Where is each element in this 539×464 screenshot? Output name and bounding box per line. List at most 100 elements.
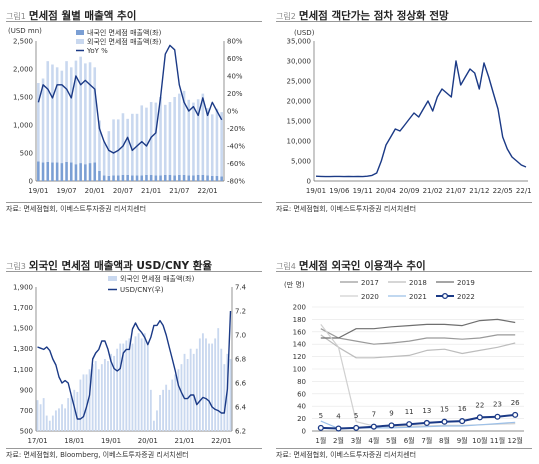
chart-4: (만 명) 0 20 40 60 80 100 120 140 160 180 200 1월 2월 3월 4월… (284, 279, 524, 445)
chart-2-ytick: 30,000 (287, 58, 312, 66)
chart-4-line-2017 (320, 328, 516, 345)
chart-1-ytick-right: 60% (227, 55, 243, 63)
chart-3-bar-foreign (76, 391, 79, 431)
chart-3-ytick-left: 500 (20, 428, 33, 436)
chart-3-ytick-left: 1,100 (13, 366, 33, 374)
chart-1-bar-foreign (93, 67, 97, 163)
chart-4-point-2022 (353, 424, 360, 431)
chart-1-bar-domestic (88, 163, 92, 181)
chart-4-ytick: 40 (297, 403, 306, 411)
chart-2-xtick: 19/06 (329, 187, 350, 195)
chart-1-bar-domestic (145, 174, 148, 181)
chart-3-bar-foreign (229, 359, 232, 431)
chart-4-ytick: 100 (293, 366, 306, 374)
chart-4-xtick: 5월 (386, 436, 397, 445)
chart-1-ytick-left: 2,500 (13, 38, 33, 46)
chart-3-bar-foreign (186, 359, 189, 431)
chart-2-unit: (USD) (294, 29, 315, 37)
chart-4-legend-label: 2021 (409, 293, 427, 301)
panel-2-title: 그림2 면세점 객단가는 점차 정상화 전망 (276, 4, 449, 22)
chart-1-bar-domestic (41, 162, 45, 181)
panel-4-number: 그림4 (276, 262, 296, 271)
chart-1-unit: (USD mn) (8, 27, 42, 35)
chart-1-ytick-left: 1,000 (13, 122, 33, 130)
chart-4-xtick: 9월 (457, 436, 468, 445)
chart-4-ytick: 200 (293, 304, 306, 312)
chart-1-bar-foreign (145, 107, 148, 175)
panel-4-title-text: 면세점 외국인 이용객수 추이 (298, 260, 426, 272)
chart-3-bar-foreign (45, 415, 48, 431)
chart-1-bar-domestic (46, 161, 50, 181)
chart-3-bar-foreign (54, 410, 57, 431)
chart-1-bar-foreign (187, 99, 191, 176)
chart-3-xtick: 19/01 (101, 437, 121, 445)
chart-3-bar-foreign (165, 384, 168, 431)
chart-3-bar-foreign (67, 398, 70, 431)
chart-1-bar-domestic (121, 174, 125, 181)
chart-1-bar-foreign (173, 97, 176, 176)
chart-1-bar-domestic (178, 174, 181, 181)
chart-3-xtick: 20/01 (138, 437, 158, 445)
chart-3-bar-foreign (152, 420, 155, 431)
chart-1-bar-foreign (206, 108, 209, 176)
chart-3-bar-foreign (85, 374, 88, 431)
chart-3-ytick-right: 6.8 (235, 356, 246, 364)
chart-4-data-label: 26 (511, 399, 520, 407)
chart-3-xtick: 21/01 (174, 437, 194, 445)
chart-3-bar-foreign (88, 369, 91, 431)
chart-1-bar-domestic (210, 175, 214, 181)
chart-1-xtick: 21/07 (169, 187, 189, 195)
chart-1-legend-label: 외국인 면세점 매출액(좌) (87, 37, 162, 46)
chart-1-ytick-right: -20% (227, 125, 245, 133)
chart-3-bar-foreign (64, 408, 67, 431)
chart-1-ytick-left: 1,500 (13, 94, 33, 102)
chart-1-bar-domestic (182, 174, 186, 181)
chart-3-bar-foreign (140, 338, 143, 431)
chart-2-xtick: 19/11 (353, 187, 373, 195)
chart-1-legend-label: 내국인 면세점 매출액(좌) (87, 28, 162, 37)
chart-1-bar-foreign (159, 97, 162, 176)
chart-4-legend-label: 2019 (457, 279, 475, 287)
chart-3-bar-foreign (48, 420, 51, 431)
chart-4-xtick: 2월 (333, 436, 344, 445)
chart-4-point-2022 (494, 413, 501, 420)
panel-4-source: 자료: 면세점협회, 이베스트투자증권 리서치센터 (276, 451, 417, 459)
chart-2-ytick: 15,000 (287, 118, 312, 126)
chart-4-unit: (만 명) (284, 280, 305, 289)
chart-1-bar-foreign (51, 64, 54, 163)
chart-3-bar-foreign (162, 389, 165, 431)
chart-4-line-2018 (320, 334, 516, 359)
chart-1-xtick: 20/07 (113, 187, 133, 195)
chart-4-data-label: 5 (319, 412, 323, 420)
chart-4-legend-label: 2020 (361, 293, 379, 301)
panel-4-rule (276, 271, 532, 272)
chart-3-bar-foreign (205, 338, 207, 431)
chart-1-xtick: 21/01 (141, 187, 161, 195)
panel-3: 그림3 외국인 면세점 매출액과 USD/CNY 환율 500 700 900 1,10… (6, 254, 262, 464)
chart-3-bar-foreign (214, 338, 217, 431)
chart-1-bar-domestic (140, 175, 144, 181)
chart-3-bar-foreign (103, 359, 106, 431)
chart-4-legend-label: 2022 (457, 293, 475, 301)
chart-3-bar-foreign (131, 343, 134, 431)
chart-3-bar-foreign (36, 400, 39, 431)
chart-1-bar-domestic (173, 175, 176, 181)
chart-2-line-asp (315, 60, 527, 178)
chart-4-point-2022 (423, 419, 430, 426)
chart-4-legend-marker (441, 292, 449, 300)
chart-4-xtick: 10월 (472, 436, 487, 445)
panel-1-rule-bottom (6, 202, 262, 203)
chart-1-bar-domestic (98, 170, 101, 181)
chart-2-ytick: 20,000 (287, 98, 312, 106)
chart-3-legend-label: 외국인 면세점 매출액(좌) (120, 274, 195, 283)
chart-3-bar-foreign (149, 389, 152, 431)
chart-3-bar-foreign (100, 364, 103, 431)
chart-1-bar-domestic (201, 174, 205, 181)
chart-1-bar-foreign (88, 62, 92, 164)
chart-1-bar-domestic (107, 175, 111, 181)
panel-3-number: 그림3 (6, 262, 26, 271)
chart-1-bar-foreign (178, 93, 181, 175)
chart-4-data-label: 16 (458, 405, 467, 413)
chart-3-bar-foreign (177, 369, 180, 431)
chart-1-ytick-right: -60% (227, 160, 245, 168)
